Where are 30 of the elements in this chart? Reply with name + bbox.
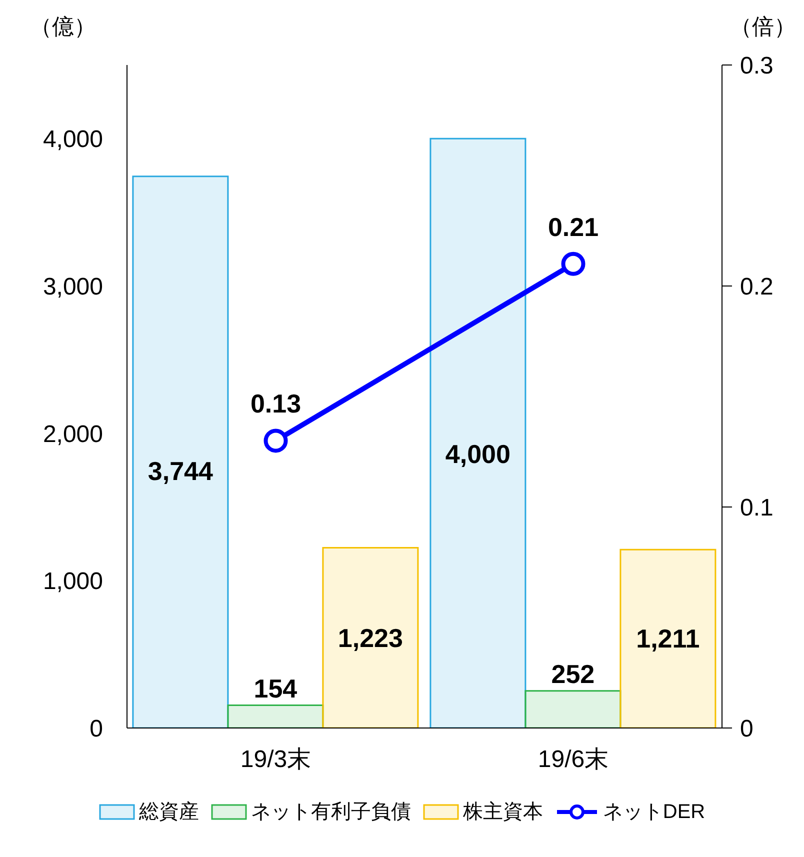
data-label: 4,000 [445,438,510,469]
x-tick-label: 19/3末 [240,746,312,774]
y2-tick-label: 0.1 [740,494,774,522]
y2-tick-label: 0.3 [740,52,774,80]
y-tick-label: 4,000 [42,126,103,154]
legend-label: 株主資本 [462,800,543,825]
legend-label: ネットDER [602,800,706,825]
y2-axis-title: （倍） [730,13,796,41]
y2-tick-label: 0.2 [740,274,774,301]
legend-label: ネット有利子負債 [250,800,411,825]
bar [620,548,716,728]
legend-label: 総資産 [138,800,199,825]
bar [227,704,324,728]
y-tick-label: 0 [90,716,103,743]
bar [322,547,419,728]
data-label: 154 [254,673,298,704]
bar [132,176,229,728]
data-label: 252 [551,658,595,689]
data-label: 1,211 [636,624,700,654]
data-label: 0.13 [250,388,302,419]
y2-tick-label: 0 [740,716,754,743]
data-label: 1,223 [338,622,403,653]
y-axis-title: （億） [30,13,96,41]
x-tick-label: 19/6末 [538,746,609,774]
bar [524,690,622,728]
y-tick-label: 1,000 [42,568,103,596]
y-tick-label: 2,000 [42,420,103,448]
data-label: 3,744 [148,456,214,486]
data-label: 0.21 [548,212,599,242]
y-tick-label: 3,000 [42,274,103,301]
